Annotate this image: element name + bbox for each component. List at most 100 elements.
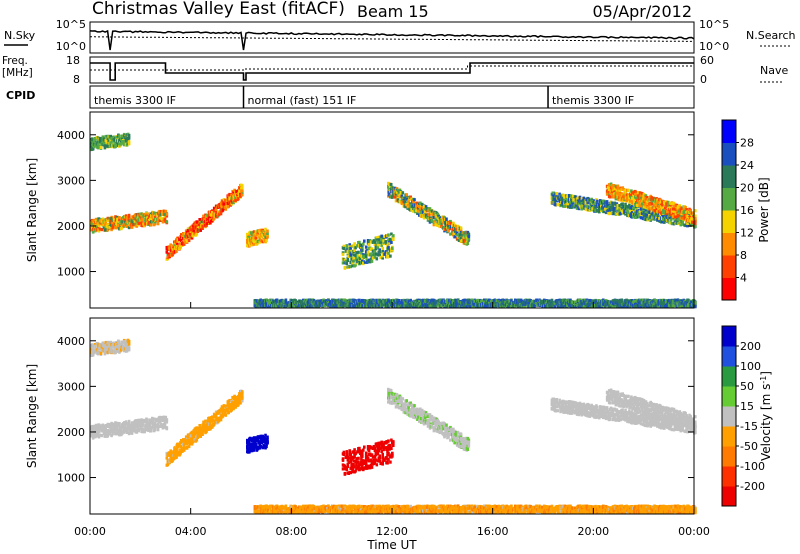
power-cell [666,203,670,207]
power-cell [452,228,455,232]
power-cell [201,223,204,227]
power-cell [392,234,395,238]
power-cell [428,208,432,212]
power-cell [613,206,617,211]
power-cell [573,305,576,309]
power-cell [535,298,538,302]
power-cell [673,214,677,218]
power-cell [342,246,346,250]
power-cell [694,217,697,221]
power-cell [574,195,578,199]
power-cell [628,203,631,207]
power-cell [690,217,693,221]
power-cell [568,194,571,198]
power-cell [482,305,485,309]
power-cell [680,207,683,211]
power-cell [103,146,107,150]
power-cell [387,245,390,249]
power-cell [104,135,108,139]
power-cell [582,196,586,200]
power-cell [670,210,674,214]
power-cell [639,216,643,220]
power-cell [404,197,407,201]
power-cell [640,202,644,206]
power-cell [346,250,350,254]
power-cell [212,216,216,220]
power-cell [362,262,365,266]
power-cell [106,144,110,148]
power-cell [350,301,353,305]
power-cell [454,225,458,229]
power-cell [261,240,264,244]
power-cell [647,216,651,220]
freq-unit-label: [MHz] [2,67,33,79]
power-cell [644,194,648,198]
power-cell [584,207,588,211]
power-cell [603,205,607,209]
power-cell [259,298,262,302]
power-cell [179,244,182,248]
power-cell [574,300,577,304]
power-cell [404,205,407,209]
power-cell [650,209,653,214]
power-cell [349,265,352,269]
power-cell [654,209,657,213]
power-cell [632,214,635,218]
power-cell [563,204,566,208]
power-cell [642,205,646,209]
power-cell [652,197,655,201]
power-cell [379,255,382,260]
power-cell [152,211,156,215]
power-cell [351,264,354,268]
power-cell [355,251,358,255]
power-cell [553,304,557,308]
power-cell [357,250,360,254]
power-cell [677,214,681,218]
power-cell [169,243,172,247]
power-cell [633,200,636,204]
power-cell [417,209,420,213]
power-cell [361,246,364,250]
power-cell [359,257,362,261]
power-cell [425,207,429,211]
power-cell [232,195,235,199]
power-cell [647,203,651,207]
power-cell [127,226,131,230]
power-cell [341,252,345,256]
power-cell [582,202,586,206]
power-cell [194,222,198,226]
power-cell [409,298,412,302]
power-cell [233,193,236,197]
power-cell [121,134,124,138]
power-cell [637,201,641,205]
power-cell [389,254,392,258]
power-cell [378,250,381,254]
power-cell [648,210,651,214]
power-cell [641,216,645,221]
power-cell [368,260,372,264]
power-cell [622,187,625,192]
power-cell [594,201,597,205]
power-cell [684,205,687,210]
power-cell [467,237,471,241]
power-cell [138,215,141,219]
power-cell [598,207,601,211]
power-cell [366,302,370,306]
power-cell [452,221,455,225]
nsky-label: N.Sky [4,29,36,42]
power-cell [569,201,572,205]
power-cell [234,198,237,203]
power-cell [341,305,345,309]
power-cell [691,220,694,224]
power-cell [393,195,397,199]
power-cell [358,299,361,303]
power-cell [135,224,139,228]
power-cell [381,246,384,250]
power-cell [653,204,656,208]
power-cell [585,305,589,309]
power-cell [217,213,221,217]
power-cell [506,300,509,304]
power-cell [387,233,390,237]
power-cell [418,300,421,304]
